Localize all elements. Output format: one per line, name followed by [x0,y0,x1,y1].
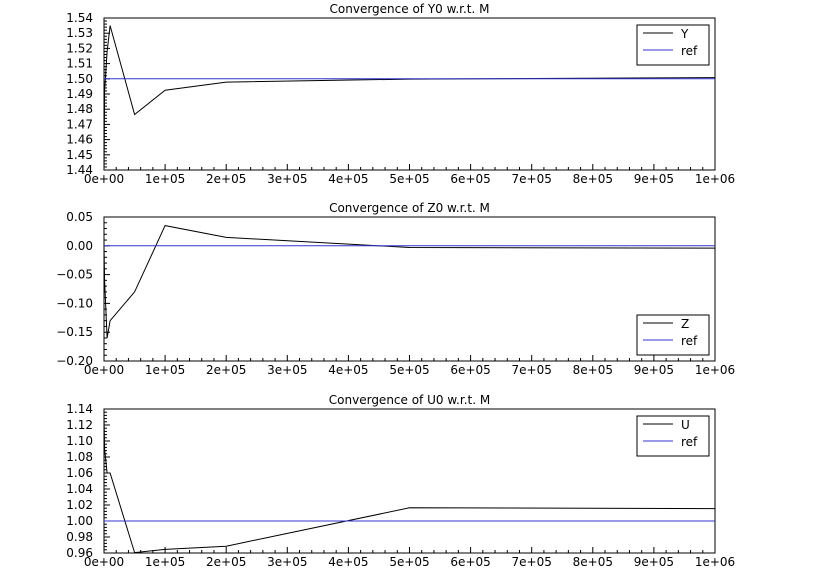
x-tick-label: 9e+05 [634,555,674,569]
legend-label: Y [680,27,689,41]
series-line-U [103,416,716,554]
x-tick-label: 8e+05 [573,555,613,569]
chart-panel-1: Convergence of Y0 w.r.t. M 0e+00 1e+05 2e+0… [66,2,735,186]
x-tick-label: 8e+05 [573,363,613,377]
legend-box [636,415,710,457]
x-tick-label: 1e+06 [695,363,735,377]
y-tick-label: 1.51 [66,57,93,71]
y-tick-label: 1.12 [66,418,93,432]
x-tick-label: 3e+05 [267,555,307,569]
y-tick-label: −0.15 [56,325,93,339]
x-tick-label: 1e+05 [145,172,185,186]
series-line-Y [103,25,716,171]
x-tick-label: 6e+05 [450,363,490,377]
y-tick-label: −0.20 [56,354,93,368]
chart-title: Convergence of U0 w.r.t. M [329,393,490,407]
x-tick-label: 1e+05 [145,363,185,377]
x-tick-label: 5e+05 [389,172,429,186]
y-tick-label: 1.14 [66,402,93,416]
y-tick-label: 1.02 [66,498,93,512]
x-tick-label: 4e+05 [328,172,368,186]
chart-title: Convergence of Y0 w.r.t. M [330,2,490,16]
x-tick-label: 5e+05 [389,555,429,569]
x-tick-label: 7e+05 [512,172,552,186]
y-tick-label: 0.96 [66,546,93,560]
y-tick-label: 1.10 [66,434,93,448]
plot-frame [103,216,716,362]
y-tick-label: 1.45 [66,148,93,162]
x-tick-label: 6e+05 [450,555,490,569]
legend-label: U [681,418,690,432]
y-tick-label: 1.47 [66,117,93,131]
x-tick-label: 9e+05 [634,363,674,377]
legend-label: ref [681,435,698,449]
y-tick-label: 1.46 [66,133,93,147]
y-tick-label: 1.50 [66,72,93,86]
y-tick-label: 1.04 [66,482,93,496]
x-tick-label: 2e+05 [206,363,246,377]
y-tick-label: 1.48 [66,102,93,116]
legend-label: ref [681,44,698,58]
y-tick-label: −0.05 [56,268,93,282]
chart-panel-2: Convergence of Z0 w.r.t. M 0e+00 1e+05 2e+0… [56,201,735,377]
y-tick-label: 1.08 [66,450,93,464]
y-tick-label: 1.53 [66,26,93,40]
x-tick-label: 4e+05 [328,363,368,377]
y-tick-label: 0.98 [66,530,93,544]
x-tick-label: 0e+00 [84,363,124,377]
legend-box [636,314,710,356]
y-tick-label: 1.00 [66,514,93,528]
x-tick-label: 2e+05 [206,172,246,186]
plot-frame [103,17,716,171]
chart-title: Convergence of Z0 w.r.t. M [329,201,490,215]
x-tick-label: 7e+05 [512,555,552,569]
y-tick-label: 1.49 [66,87,93,101]
x-tick-label: 1e+06 [695,555,735,569]
y-tick-label: 1.44 [66,163,93,177]
plot-frame [103,408,716,554]
legend-label: ref [681,334,698,348]
x-tick-label: 1e+05 [145,555,185,569]
y-tick-label: 0.05 [66,210,93,224]
x-tick-label: 2e+05 [206,555,246,569]
x-tick-label: 0e+00 [84,555,124,569]
y-tick-label: 1.54 [66,11,93,25]
chart-panel-3: Convergence of U0 w.r.t. M 0e+00 1e+05 2e+0… [66,393,735,569]
x-tick-label: 7e+05 [512,363,552,377]
x-tick-label: 4e+05 [328,555,368,569]
y-tick-label: 0.00 [66,239,93,253]
x-tick-label: 8e+05 [573,172,613,186]
series-line-Z [103,225,716,339]
x-tick-label: 0e+00 [84,172,124,186]
legend-label: Z [681,317,689,331]
y-tick-label: 1.52 [66,41,93,55]
x-tick-label: 5e+05 [389,363,429,377]
y-tick-label: 1.06 [66,466,93,480]
x-tick-label: 1e+06 [695,172,735,186]
y-tick-label: −0.10 [56,296,93,310]
x-tick-label: 3e+05 [267,172,307,186]
x-tick-label: 3e+05 [267,363,307,377]
legend-box [636,24,710,66]
x-tick-label: 6e+05 [450,172,490,186]
x-tick-label: 9e+05 [634,172,674,186]
